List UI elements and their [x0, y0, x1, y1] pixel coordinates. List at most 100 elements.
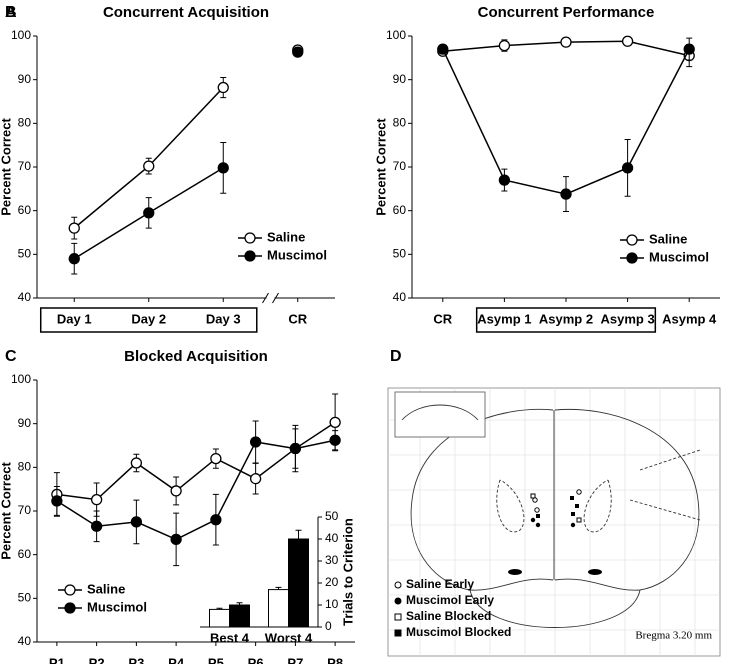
- y-tick-label: 50: [18, 591, 32, 605]
- legend-marker: [626, 234, 638, 246]
- legend-marker: [64, 584, 76, 596]
- series-line: [442, 48, 690, 195]
- y-tick-label: 90: [18, 416, 32, 430]
- y-tick-label: 30: [325, 553, 339, 567]
- y-tick-label: 60: [393, 203, 407, 217]
- legend-marker: [64, 602, 76, 614]
- point: [90, 520, 103, 532]
- y-tick-label: 70: [18, 159, 32, 173]
- y-axis-label: Percent Correct: [0, 118, 13, 216]
- point: [130, 516, 143, 528]
- y-tick-label: 0: [325, 619, 332, 633]
- legend-label: Saline Blocked: [406, 609, 491, 623]
- x-tick-label: P4: [168, 655, 185, 664]
- legend-label: Saline: [267, 229, 305, 244]
- point: [249, 473, 262, 485]
- y-tick-label: 80: [18, 116, 32, 130]
- x-tick-label: CR: [433, 311, 452, 326]
- x-tick-label: P6: [248, 655, 264, 664]
- legend-label: Saline: [87, 581, 125, 596]
- inset-tick-label: Worst 4: [265, 630, 313, 645]
- category-box: [39, 307, 258, 333]
- point: [560, 188, 572, 200]
- y-tick-label: 40: [393, 290, 407, 304]
- y-axis-label: Percent Correct: [0, 462, 13, 560]
- x-tick-label: Asymp 1: [477, 311, 531, 326]
- error-bar: [275, 586, 282, 590]
- x-tick-label: P5: [208, 655, 224, 664]
- y2-axis-label: Trials to Criterion: [340, 518, 355, 626]
- legend-label: Saline Early: [406, 577, 474, 591]
- x-tick-label: P1: [49, 655, 65, 664]
- point: [329, 416, 341, 429]
- series-line: [56, 439, 336, 541]
- point: [292, 46, 304, 58]
- legend-label: Muscimol: [649, 249, 709, 264]
- x-tick-label: Day 1: [57, 311, 92, 326]
- y-tick-label: 70: [18, 503, 32, 517]
- x-tick-label: Day 3: [206, 311, 241, 326]
- axis-break: [262, 292, 279, 304]
- error-bar: [236, 602, 243, 605]
- point: [560, 36, 572, 48]
- point: [217, 162, 229, 174]
- x-tick-label: P2: [89, 655, 105, 664]
- legend-label: Muscimol Blocked: [406, 625, 511, 639]
- atlas-panel: [387, 387, 721, 657]
- point: [249, 436, 262, 448]
- point: [90, 493, 103, 506]
- point: [498, 39, 511, 52]
- chart-title: Blocked Acquisition: [124, 348, 268, 365]
- point: [143, 160, 155, 172]
- inset-tick-label: Best 4: [210, 630, 250, 645]
- point: [170, 533, 182, 546]
- legend-label: Muscimol: [267, 247, 327, 262]
- y-tick-label: 20: [325, 575, 339, 589]
- point: [621, 162, 634, 174]
- x-tick-label: P8: [327, 655, 343, 664]
- panel-label: D: [390, 348, 402, 365]
- y-tick-label: 40: [325, 531, 339, 545]
- legend-marker: [394, 597, 402, 605]
- y-tick-label: 40: [18, 290, 32, 304]
- bar: [288, 538, 309, 628]
- error-bar: [295, 529, 302, 539]
- point: [143, 207, 155, 219]
- y-tick-label: 60: [18, 547, 32, 561]
- panel-label: A: [5, 4, 17, 21]
- x-tick-label: Asymp 2: [539, 311, 593, 326]
- y-tick-label: 100: [11, 372, 31, 386]
- y-tick-label: 90: [18, 72, 32, 86]
- chart-title: Concurrent Performance: [478, 4, 655, 21]
- brain-outline: [394, 391, 701, 628]
- panel-label: C: [5, 348, 17, 365]
- y-tick-label: 40: [18, 634, 32, 648]
- legend-marker: [626, 252, 638, 264]
- y-tick-label: 100: [386, 28, 406, 42]
- point: [130, 457, 143, 469]
- y-tick-label: 80: [393, 116, 407, 130]
- x-tick-label: CR: [288, 311, 307, 326]
- bar: [229, 604, 250, 628]
- legend-marker: [244, 232, 256, 244]
- point: [68, 222, 80, 234]
- point: [170, 485, 182, 497]
- y-tick-label: 50: [393, 247, 407, 261]
- point: [68, 253, 80, 265]
- point: [51, 495, 63, 507]
- category-box: [475, 307, 657, 333]
- annotation: Bregma 3.20 mm: [635, 630, 712, 642]
- point: [683, 43, 695, 55]
- legend-label: Saline: [649, 231, 687, 246]
- legend-marker: [394, 613, 402, 621]
- panel-label: B: [5, 4, 17, 21]
- x-tick-label: P3: [128, 655, 144, 664]
- y-tick-label: 80: [18, 460, 32, 474]
- x-tick-label: Day 2: [131, 311, 166, 326]
- x-tick-label: Asymp 4: [662, 311, 717, 326]
- point: [621, 35, 634, 47]
- chart-title: Concurrent Acquisition: [103, 4, 269, 21]
- bar: [209, 608, 230, 628]
- y-tick-label: 70: [393, 159, 407, 173]
